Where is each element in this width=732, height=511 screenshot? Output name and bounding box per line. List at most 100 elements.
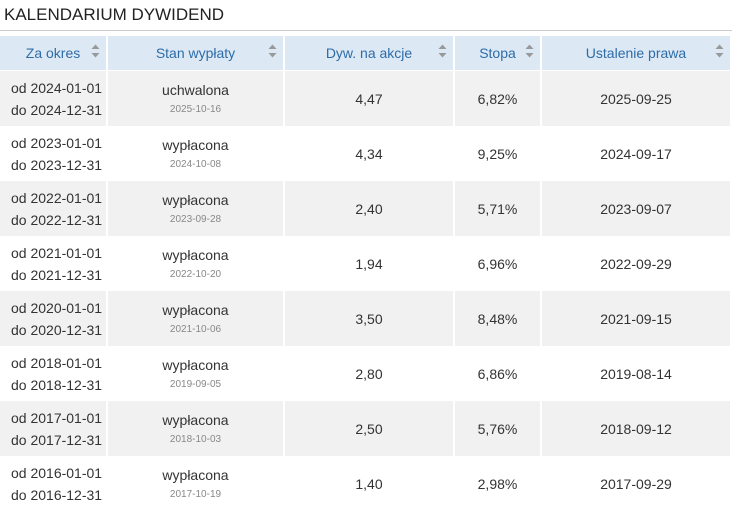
sort-icon[interactable]: [525, 44, 534, 58]
table-cell: 5,76%: [455, 401, 542, 456]
sort-icon[interactable]: [715, 44, 724, 58]
period-from: od 2016-01-01: [11, 464, 103, 481]
table-cell: wypłacona 2021-10-06: [108, 291, 285, 346]
period-to: do 2023-12-31: [11, 156, 103, 173]
table-cell: od 2020-01-01 do 2020-12-31: [0, 291, 108, 346]
dividend: 1,40: [355, 475, 383, 492]
column-header[interactable]: Za okres: [0, 36, 108, 70]
table-cell: 8,48%: [455, 291, 542, 346]
status-date: 2021-10-06: [169, 323, 222, 335]
table-cell: 2,80: [285, 346, 455, 401]
column-header-text: Stan wypłaty: [155, 45, 236, 61]
table-cell: wypłacona 2019-09-05: [108, 346, 285, 401]
table-cell: od 2017-01-01 do 2017-12-31: [0, 401, 108, 456]
table-cell: wypłacona 2022-10-20: [108, 236, 285, 291]
table-cell: 2,40: [285, 181, 455, 236]
status: wypłacona: [162, 136, 229, 153]
table-cell: 4,34: [285, 126, 455, 181]
column-header-text: Ustalenie prawa: [585, 45, 687, 61]
period-from: od 2018-01-01: [11, 354, 103, 371]
dividend: 2,80: [355, 365, 383, 382]
dividend: 3,50: [355, 310, 383, 327]
record-date: 2022-09-29: [600, 255, 672, 272]
period-to: do 2021-12-31: [11, 266, 103, 283]
table-cell: 5,71%: [455, 181, 542, 236]
table-cell: od 2021-01-01 do 2021-12-31: [0, 236, 108, 291]
column-header[interactable]: Stopa: [455, 36, 542, 70]
dividend: 1,94: [355, 255, 383, 272]
status: wypłacona: [162, 246, 229, 263]
status: wypłacona: [162, 191, 229, 208]
period-to: do 2018-12-31: [11, 376, 103, 393]
table-cell: 3,50: [285, 291, 455, 346]
table-cell: 2,98%: [455, 456, 542, 511]
status-date: 2017-10-19: [169, 488, 222, 500]
table-cell: 2,50: [285, 401, 455, 456]
yield: 6,82%: [477, 90, 518, 107]
period-to: do 2024-12-31: [11, 101, 103, 118]
period-to: do 2022-12-31: [11, 211, 103, 228]
status: wypłacona: [162, 411, 229, 428]
dividend: 4,47: [355, 90, 383, 107]
table-cell: wypłacona 2024-10-08: [108, 126, 285, 181]
table-cell: od 2024-01-01 do 2024-12-31: [0, 71, 108, 126]
dividend: 4,34: [355, 145, 383, 162]
yield: 5,71%: [477, 200, 518, 217]
record-date: 2021-09-15: [600, 310, 672, 327]
record-date: 2024-09-17: [600, 145, 672, 162]
yield: 6,86%: [477, 365, 518, 382]
title-rule: [0, 30, 732, 31]
period-to: do 2016-12-31: [11, 486, 103, 503]
status-date: 2022-10-20: [169, 268, 222, 280]
record-date: 2017-09-29: [600, 475, 672, 492]
yield: 5,76%: [477, 420, 518, 437]
dividend: 2,40: [355, 200, 383, 217]
table-cell: od 2023-01-01 do 2023-12-31: [0, 126, 108, 181]
record-date: 2025-09-25: [600, 90, 672, 107]
yield: 2,98%: [477, 475, 518, 492]
table-cell: 9,25%: [455, 126, 542, 181]
section-title: KALENDARIUM DYWIDEND: [4, 5, 225, 24]
period-from: od 2021-01-01: [11, 244, 103, 261]
table-cell: 1,94: [285, 236, 455, 291]
status-date: 2025-10-16: [169, 103, 222, 115]
column-header-text: Za okres: [25, 45, 81, 61]
table-cell: 6,86%: [455, 346, 542, 401]
status: uchwalona: [162, 81, 229, 98]
yield: 9,25%: [477, 145, 518, 162]
record-date: 2018-09-12: [600, 420, 672, 437]
table-cell: od 2022-01-01 do 2022-12-31: [0, 181, 108, 236]
table-cell: uchwalona 2025-10-16: [108, 71, 285, 126]
table-cell: 2017-09-29: [542, 456, 732, 511]
sort-icon[interactable]: [91, 44, 100, 58]
table-cell: 4,47: [285, 71, 455, 126]
column-header[interactable]: Stan wypłaty: [108, 36, 285, 70]
sort-icon[interactable]: [268, 44, 277, 58]
status-date: 2018-10-03: [169, 433, 222, 445]
column-header[interactable]: Ustalenie prawa: [542, 36, 732, 70]
table-cell: 2021-09-15: [542, 291, 732, 346]
yield: 6,96%: [477, 255, 518, 272]
column-header-text: Dyw. na akcje: [325, 45, 413, 61]
sort-icon[interactable]: [438, 44, 447, 58]
table-cell: 2023-09-07: [542, 181, 732, 236]
dividend: 2,50: [355, 420, 383, 437]
period-to: do 2020-12-31: [11, 321, 103, 338]
status-date: 2023-09-28: [169, 213, 222, 225]
table-cell: od 2016-01-01 do 2016-12-31: [0, 456, 108, 511]
table-cell: 1,40: [285, 456, 455, 511]
period-from: od 2020-01-01: [11, 299, 103, 316]
table-cell: od 2018-01-01 do 2018-12-31: [0, 346, 108, 401]
status-date: 2024-10-08: [169, 158, 222, 170]
table-cell: 2019-08-14: [542, 346, 732, 401]
period-to: do 2017-12-31: [11, 431, 103, 448]
table-cell: wypłacona 2018-10-03: [108, 401, 285, 456]
table-cell: 6,96%: [455, 236, 542, 291]
table-cell: wypłacona 2017-10-19: [108, 456, 285, 511]
table-cell: 6,82%: [455, 71, 542, 126]
column-header[interactable]: Dyw. na akcje: [285, 36, 455, 70]
record-date: 2019-08-14: [600, 365, 672, 382]
period-from: od 2024-01-01: [11, 79, 103, 96]
record-date: 2023-09-07: [600, 200, 672, 217]
